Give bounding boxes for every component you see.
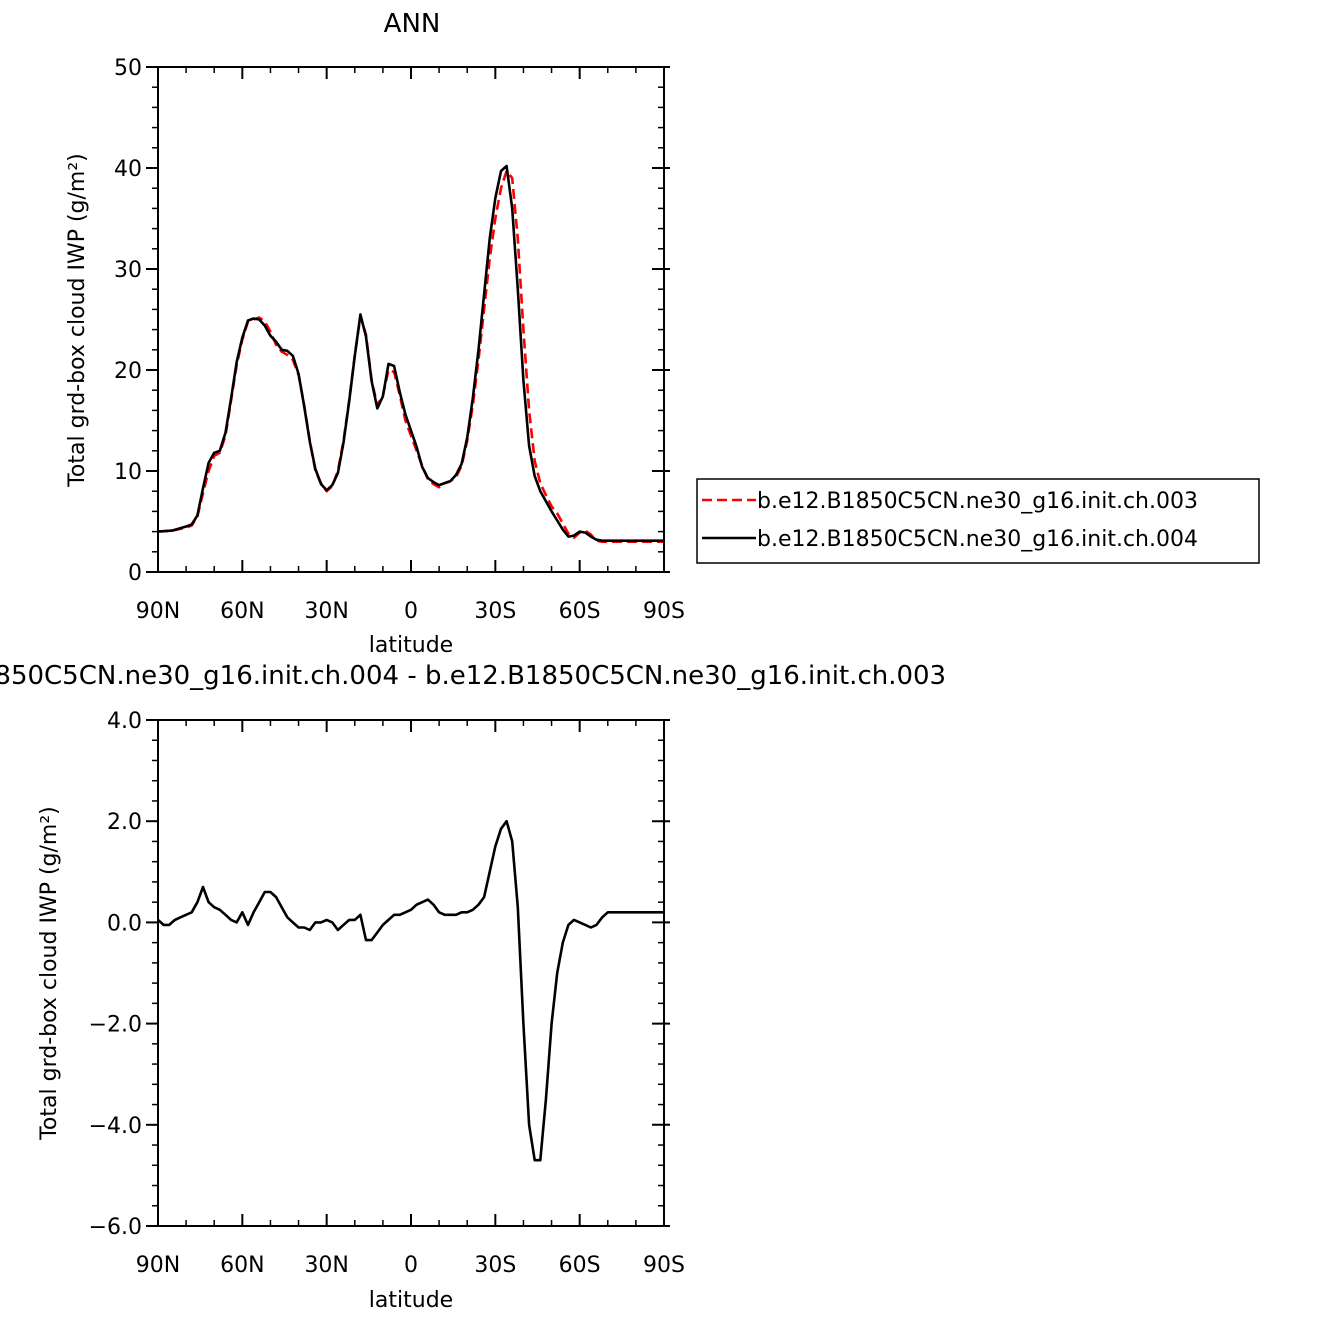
x-tick-label: 60S xyxy=(559,1253,601,1278)
y-tick-label: 30 xyxy=(114,258,142,283)
x-tick-label: 90N xyxy=(136,1253,180,1278)
bottom-plot-x-axis-title: latitude xyxy=(369,1288,453,1313)
x-tick-label: 60N xyxy=(220,1253,264,1278)
bottom-plot-series xyxy=(157,819,664,1162)
top-plot-title: ANN xyxy=(384,9,441,39)
top-plot-axes: 90N 60N 30N 0 30S 60S 90S 0 10 20 30 40 50 xyxy=(114,56,685,624)
y-tick-label: −6.0 xyxy=(89,1215,142,1240)
x-tick-label: 30S xyxy=(474,599,516,624)
y-tick-label: −4.0 xyxy=(89,1114,142,1139)
series-line-1 xyxy=(157,169,664,543)
series-line-1 xyxy=(157,819,664,1162)
x-tick-label: 60N xyxy=(220,599,264,624)
y-tick-label: 40 xyxy=(114,157,142,182)
x-tick-label: 60S xyxy=(559,599,601,624)
x-tick-label: 30N xyxy=(304,1253,348,1278)
series-line-2 xyxy=(157,164,664,542)
bottom-plot-frame xyxy=(157,719,665,1227)
y-tick-label: 10 xyxy=(114,460,142,485)
top-plot-x-axis-title: latitude xyxy=(369,633,453,658)
top-plot-y-axis-title: Total grd-box cloud IWP (g/m²) xyxy=(65,153,90,488)
y-tick-label: 4.0 xyxy=(107,709,142,734)
top-plot: ANN 90N 60N 30N 0 30S 60S 90S 0 10 20 30 40 50 latit… xyxy=(65,9,685,658)
y-tick-label: −2.0 xyxy=(89,1013,142,1038)
x-tick-label: 0 xyxy=(404,599,418,624)
legend-entry-series-2: b.e12.B1850C5CN.ne30_g16.init.ch.004 xyxy=(757,527,1198,552)
bottom-plot: b.e12.B1850C5CN.ne30_g16.init.ch.004 - b… xyxy=(0,661,946,1313)
y-tick-label: 20 xyxy=(114,359,142,384)
x-tick-label: 30N xyxy=(304,599,348,624)
top-plot-frame xyxy=(157,66,665,573)
legend-box xyxy=(696,478,1260,564)
top-plot-series xyxy=(157,164,664,543)
bottom-plot-axes: 90N 60N 30N 0 30S 60S 90S 4.0 2.0 0.0 −2.0 −4.0 −6.0 xyxy=(89,709,685,1278)
bottom-plot-y-axis-title: Total grd-box cloud IWP (g/m²) xyxy=(37,806,62,1141)
legend-entry-series-1: b.e12.B1850C5CN.ne30_g16.init.ch.003 xyxy=(757,489,1198,514)
x-tick-label: 0 xyxy=(404,1253,418,1278)
y-tick-label: 50 xyxy=(114,56,142,81)
x-tick-label: 90S xyxy=(643,1253,685,1278)
y-tick-label: 2.0 xyxy=(107,810,142,835)
bottom-plot-title: b.e12.B1850C5CN.ne30_g16.init.ch.004 - b… xyxy=(0,661,946,691)
x-tick-label: 90N xyxy=(136,599,180,624)
x-tick-label: 90S xyxy=(643,599,685,624)
y-tick-label: 0.0 xyxy=(107,911,142,936)
legend: b.e12.B1850C5CN.ne30_g16.init.ch.003 b.e… xyxy=(696,478,1260,564)
y-tick-label: 0 xyxy=(128,561,142,586)
x-tick-label: 30S xyxy=(474,1253,516,1278)
